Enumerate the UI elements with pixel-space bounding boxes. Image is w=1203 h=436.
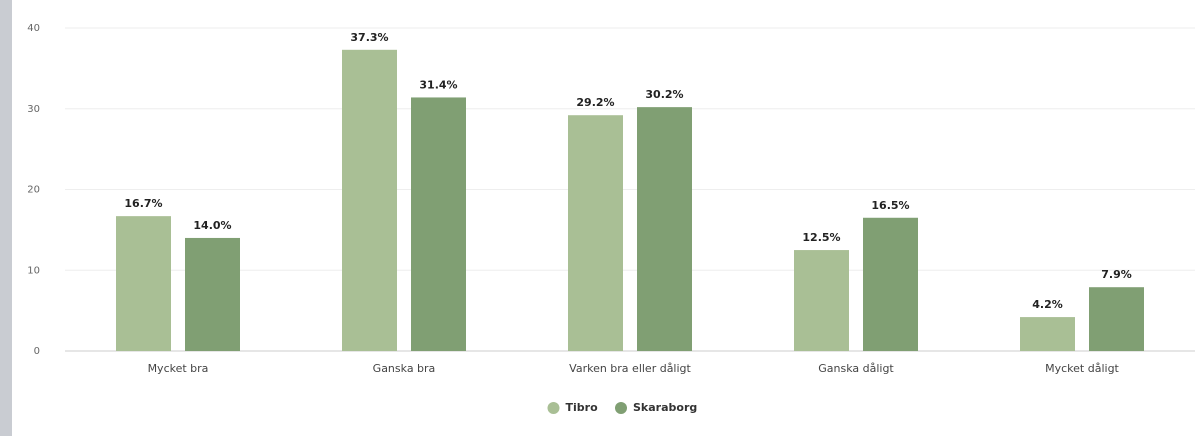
legend-label: Tibro — [566, 401, 599, 414]
legend-marker — [615, 402, 627, 414]
bar — [116, 216, 171, 351]
bar — [794, 250, 849, 351]
x-tick-label: Mycket dåligt — [1045, 362, 1119, 375]
data-label: 16.7% — [124, 197, 162, 210]
x-tick-label: Mycket bra — [148, 362, 209, 375]
bar — [342, 49, 397, 352]
data-label: 16.5% — [871, 199, 909, 212]
bar — [185, 237, 240, 351]
data-label: 7.9% — [1101, 268, 1132, 281]
y-tick-label: 30 — [27, 104, 40, 115]
legend-marker — [547, 402, 560, 414]
legend-label: Skaraborg — [633, 401, 697, 414]
y-tick-label: 20 — [27, 185, 40, 196]
data-label: 4.2% — [1032, 298, 1063, 311]
bar — [411, 97, 466, 351]
y-tick-label: 10 — [27, 265, 40, 276]
bar — [1089, 287, 1144, 351]
bar — [637, 107, 692, 351]
y-tick-label: 40 — [27, 23, 40, 34]
x-tick-label: Ganska bra — [373, 362, 436, 375]
bar — [863, 217, 918, 351]
x-tick-label: Ganska dåligt — [818, 362, 894, 375]
data-label: 37.3% — [350, 31, 388, 44]
x-tick-label: Varken bra eller dåligt — [569, 362, 691, 375]
bar — [568, 115, 623, 352]
data-label: 30.2% — [645, 88, 683, 101]
data-label: 29.2% — [576, 96, 614, 109]
y-tick-label: 0 — [34, 346, 40, 357]
bar — [1020, 317, 1075, 351]
data-label: 14.0% — [193, 219, 231, 232]
data-label: 31.4% — [419, 78, 457, 91]
data-label: 12.5% — [802, 231, 840, 244]
side-strip — [0, 0, 12, 436]
